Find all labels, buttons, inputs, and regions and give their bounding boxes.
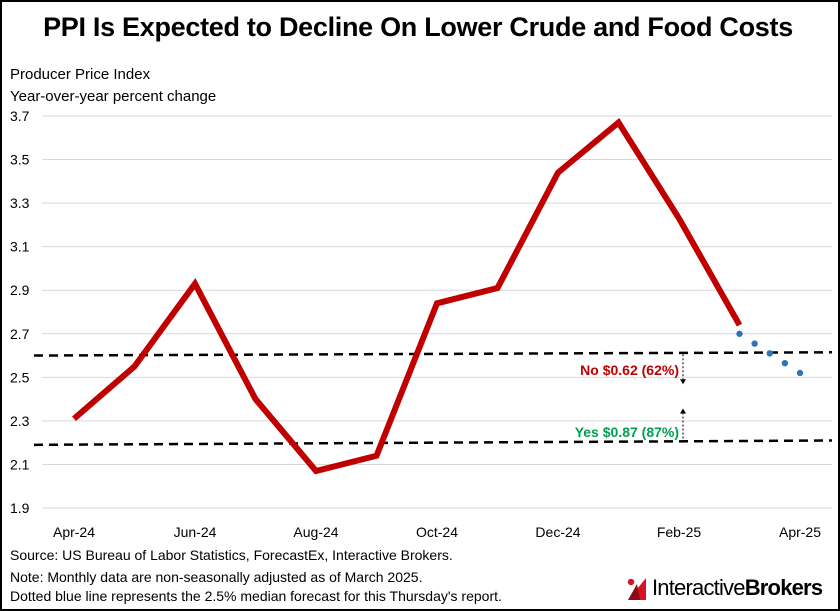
x-tick-label: Feb-25 <box>657 524 702 540</box>
y-tick-label: 2.9 <box>10 282 30 298</box>
x-tick-label: Jun-24 <box>174 524 217 540</box>
logo-wordmark: InteractiveBrokers <box>652 575 823 601</box>
logo-word-interactive: Interactive <box>652 575 746 600</box>
x-tick-label: Apr-24 <box>53 524 95 540</box>
no-contract-label: No $0.62 (62%) <box>580 362 679 378</box>
reference-line-no <box>33 351 833 357</box>
y-tick-label: 3.1 <box>10 239 30 255</box>
x-tick-label: Oct-24 <box>416 524 458 540</box>
data-note: Note: Monthly data are non-seasonally ad… <box>10 569 423 585</box>
forecast-dot <box>796 369 804 377</box>
yes-arrow-head <box>680 408 686 414</box>
x-tick-label: Aug-24 <box>293 524 338 540</box>
y-axis-label-line1: Producer Price Index <box>10 66 151 83</box>
x-tick-label: Dec-24 <box>535 524 580 540</box>
forecast-dot <box>751 340 758 347</box>
y-tick-label: 3.3 <box>10 195 30 211</box>
y-tick-label: 2.7 <box>10 326 30 342</box>
forecast-dot <box>736 330 743 337</box>
forecast-dot <box>766 350 773 357</box>
interactive-brokers-logo: InteractiveBrokers <box>626 570 823 606</box>
y-tick-label: 2.1 <box>10 456 30 472</box>
y-axis-label-line2: Year-over-year percent change <box>10 88 217 105</box>
yes-contract-label: Yes $0.87 (87%) <box>575 424 679 440</box>
y-tick-label: 1.9 <box>10 500 30 516</box>
y-tick-label: 2.5 <box>10 369 30 385</box>
y-tick-label: 3.5 <box>10 152 30 168</box>
reference-line-yes <box>33 439 833 447</box>
y-tick-label: 3.7 <box>10 108 30 124</box>
series-line-actual <box>72 118 743 475</box>
forecast-note: Dotted blue line represents the 2.5% med… <box>10 588 502 604</box>
y-tick-label: 2.3 <box>10 413 30 429</box>
x-tick-label: Apr-25 <box>779 524 821 540</box>
source-note: Source: US Bureau of Labor Statistics, F… <box>10 547 453 563</box>
ib-logo-icon <box>627 578 646 600</box>
no-arrow-head <box>680 379 686 385</box>
logo-word-brokers: Brokers <box>744 575 823 600</box>
forecast-dot <box>781 359 789 367</box>
chart-title: PPI Is Expected to Decline On Lower Crud… <box>43 12 793 42</box>
